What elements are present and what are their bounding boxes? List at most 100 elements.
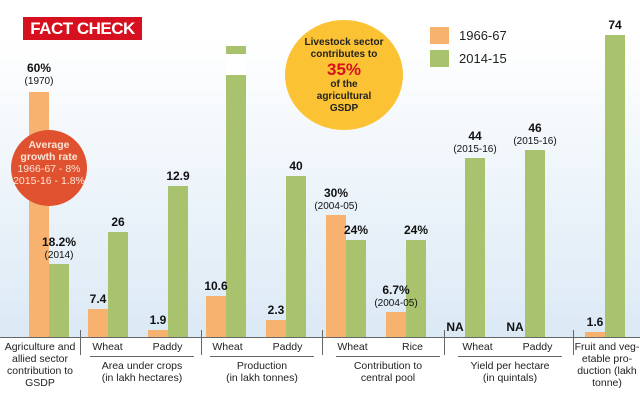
value-text: 12.9 xyxy=(166,169,190,183)
separator xyxy=(573,330,574,355)
data-label-2014-15: 46 (2015-16) xyxy=(505,122,565,148)
bar-2014-15 xyxy=(346,240,366,337)
category-label: Wheat xyxy=(337,341,368,353)
data-label-1966-67: 60% (1970) xyxy=(9,62,69,88)
group-label-yield: Yield per hectare (in quintals) xyxy=(458,356,562,384)
separator xyxy=(444,330,445,355)
value-text: 7.4 xyxy=(89,292,107,306)
growth-rate-callout: Average growth rate 1966-67 - 8% 2015-16… xyxy=(11,130,87,206)
data-label-1966-67: 30% (2004-05) xyxy=(306,187,366,213)
bar-2014-15 xyxy=(49,264,69,337)
data-label-1966-67: 1.6 xyxy=(565,316,625,329)
group-line: (in lakh tonnes) xyxy=(226,372,298,384)
value-note: (2014) xyxy=(44,250,74,261)
data-label-1966-67: 2.3 xyxy=(246,304,306,317)
bar-2014-15 xyxy=(108,232,128,337)
bar-1966-67 xyxy=(88,309,108,337)
value-text: 24% xyxy=(343,223,369,237)
bar-2014-15 xyxy=(226,46,246,337)
value-text: 30% xyxy=(323,186,349,200)
legend-swatch-2014 xyxy=(430,50,449,67)
livestock-line: of the xyxy=(330,79,358,90)
group-label-production: Production (in lakh tonnes) xyxy=(210,356,314,384)
bar-1966-67 xyxy=(266,320,286,337)
value-note: (2004-05) xyxy=(374,298,418,309)
group-line: central pool xyxy=(360,372,416,384)
category-label: Wheat xyxy=(212,341,243,353)
x-axis xyxy=(0,337,640,338)
livestock-line: agricultural xyxy=(316,91,372,102)
separator xyxy=(201,330,202,355)
livestock-percent: 35% xyxy=(326,60,362,79)
group-label-central-pool: Contribution to central pool xyxy=(336,356,440,384)
growth-line: 1966-67 - 8% xyxy=(17,163,81,175)
value-text: 24% xyxy=(403,223,429,237)
group-line: Area under crops xyxy=(101,360,183,372)
bar-2014-15 xyxy=(525,150,545,337)
bar-1966-67 xyxy=(148,330,168,337)
bar-1966-67 xyxy=(326,215,346,337)
value-text: 10.6 xyxy=(204,279,228,293)
value-text: 2.3 xyxy=(267,303,285,317)
data-label-2014-15: 12.9 xyxy=(148,170,208,183)
category-label: Rice xyxy=(401,341,423,353)
data-label-1966-67: 10.6 xyxy=(186,280,246,293)
legend-label-2014: 2014-15 xyxy=(459,51,507,66)
value-text: 1.6 xyxy=(586,315,604,329)
axis-break xyxy=(226,54,246,75)
data-label-1966-67: 6.7% (2004-05) xyxy=(366,284,426,310)
data-label-2014-15: 24% xyxy=(326,224,386,237)
bar-2014-15 xyxy=(406,240,426,337)
livestock-line: Livestock sector xyxy=(304,37,384,48)
value-text: 6.7% xyxy=(382,283,410,297)
category-label: Wheat xyxy=(462,341,493,353)
growth-line: growth rate xyxy=(20,151,78,163)
separator xyxy=(322,330,323,355)
livestock-line: GSDP xyxy=(329,103,359,114)
bar-1966-67 xyxy=(29,92,49,337)
legend-label-1966: 1966-67 xyxy=(459,28,507,43)
legend-swatch-1966 xyxy=(430,27,449,44)
value-note: (2004-05) xyxy=(314,201,358,212)
value-note: (2015-16) xyxy=(453,144,497,155)
growth-line: Average xyxy=(28,139,70,151)
value-text: 1.9 xyxy=(149,313,167,327)
value-text: 40 xyxy=(289,159,303,173)
group-label-gsdp: Agriculture and allied sector contributi… xyxy=(4,341,76,389)
bar-1966-67 xyxy=(206,296,226,337)
bar-2014-15 xyxy=(605,35,625,337)
value-text: 44 xyxy=(468,129,482,143)
category-label: Wheat xyxy=(92,341,123,353)
data-label-2014-15: 24% xyxy=(386,224,446,237)
data-label-2014-15: 18.2% (2014) xyxy=(29,236,89,262)
value-text: 46 xyxy=(528,121,542,135)
value-text: NA xyxy=(446,320,464,334)
data-label-1966-67: NA xyxy=(425,321,485,334)
group-line: Production xyxy=(236,360,288,372)
bar-2014-15 xyxy=(168,186,188,337)
bar-1966-67 xyxy=(585,332,605,337)
livestock-callout: Livestock sector contributes to 35% of t… xyxy=(285,20,403,130)
bar-2014-15 xyxy=(465,158,485,337)
livestock-line: contributes to xyxy=(310,49,378,60)
group-line: Yield per hectare xyxy=(470,360,550,372)
category-label: Paddy xyxy=(272,341,303,353)
data-label-1966-67: NA xyxy=(485,321,545,334)
group-label-area: Area under crops (in lakh hectares) xyxy=(90,356,194,384)
value-note: (1970) xyxy=(24,76,54,87)
data-label-2014-15: 40 xyxy=(266,160,326,173)
value-text: 26 xyxy=(111,215,125,229)
group-line: (in quintals) xyxy=(482,372,538,384)
value-text: 18.2% xyxy=(41,235,77,249)
separator xyxy=(80,330,81,355)
bar-1966-67 xyxy=(386,312,406,337)
value-text: 60% xyxy=(26,61,52,75)
value-note: (2015-16) xyxy=(513,136,557,147)
group-line: Contribution to xyxy=(353,360,423,372)
data-label-2014-15: 74 xyxy=(585,19,640,32)
category-label: Paddy xyxy=(152,341,183,353)
group-line: (in lakh hectares) xyxy=(101,372,183,384)
data-label-2014-15: 26 xyxy=(88,216,148,229)
fact-check-title: FACT CHECK xyxy=(23,17,142,40)
